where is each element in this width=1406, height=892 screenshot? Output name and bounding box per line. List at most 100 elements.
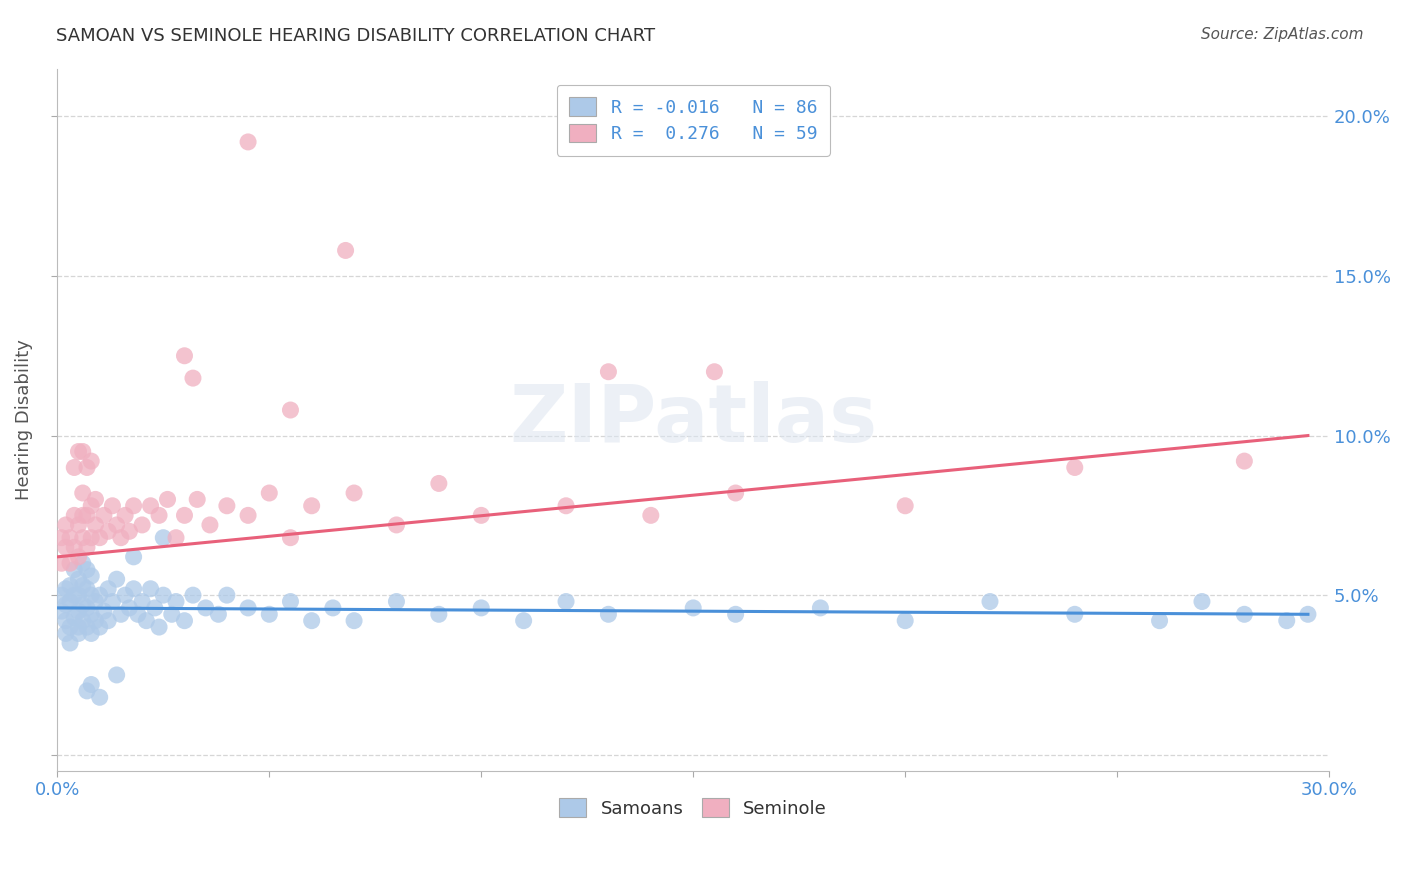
Point <box>72 578 94 592</box>
Point <box>1233 454 1256 468</box>
Point <box>127 607 149 622</box>
Point <box>114 508 136 523</box>
Point <box>59 636 82 650</box>
Point <box>143 601 166 615</box>
Point <box>122 582 145 596</box>
Point <box>84 492 107 507</box>
Point <box>1233 607 1256 622</box>
Point <box>979 594 1001 608</box>
Text: ZIPatlas: ZIPatlas <box>509 381 877 458</box>
Point <box>343 614 366 628</box>
Point <box>76 508 98 523</box>
Point <box>139 499 162 513</box>
Point <box>470 601 492 615</box>
Point <box>55 598 77 612</box>
Point <box>470 508 492 523</box>
Point <box>194 601 217 615</box>
Text: SAMOAN VS SEMINOLE HEARING DISABILITY CORRELATION CHART: SAMOAN VS SEMINOLE HEARING DISABILITY CO… <box>56 27 655 45</box>
Point <box>63 541 86 555</box>
Point <box>105 572 128 586</box>
Point <box>1296 607 1319 622</box>
Point <box>894 614 917 628</box>
Point <box>215 499 238 513</box>
Point <box>93 604 115 618</box>
Point <box>76 563 98 577</box>
Point <box>555 594 578 608</box>
Point <box>724 486 747 500</box>
Point <box>152 531 174 545</box>
Point <box>55 541 77 555</box>
Point <box>110 531 132 545</box>
Point <box>335 244 357 258</box>
Point <box>63 508 86 523</box>
Point <box>1191 594 1213 608</box>
Point <box>894 499 917 513</box>
Point <box>80 626 103 640</box>
Point <box>236 601 259 615</box>
Point <box>301 499 323 513</box>
Point <box>280 594 302 608</box>
Point <box>122 549 145 564</box>
Point <box>76 582 98 596</box>
Point <box>640 508 662 523</box>
Point <box>105 668 128 682</box>
Point <box>427 476 450 491</box>
Point <box>72 614 94 628</box>
Point <box>118 601 141 615</box>
Point <box>512 614 534 628</box>
Point <box>84 517 107 532</box>
Point <box>76 541 98 555</box>
Point <box>322 601 344 615</box>
Point <box>72 444 94 458</box>
Point <box>97 614 120 628</box>
Point <box>301 614 323 628</box>
Point <box>165 531 187 545</box>
Point <box>72 556 94 570</box>
Point <box>80 531 103 545</box>
Point <box>84 594 107 608</box>
Point <box>236 508 259 523</box>
Point <box>181 371 204 385</box>
Point <box>598 365 620 379</box>
Point <box>67 549 90 564</box>
Point <box>156 492 179 507</box>
Point <box>236 135 259 149</box>
Point <box>51 604 73 618</box>
Point <box>72 508 94 523</box>
Point <box>555 499 578 513</box>
Point <box>80 588 103 602</box>
Point <box>76 684 98 698</box>
Point <box>148 620 170 634</box>
Point <box>724 607 747 622</box>
Point <box>67 604 90 618</box>
Point <box>55 582 77 596</box>
Point <box>110 607 132 622</box>
Point <box>89 690 111 705</box>
Point <box>67 444 90 458</box>
Point <box>59 556 82 570</box>
Point <box>67 588 90 602</box>
Point <box>63 588 86 602</box>
Point <box>63 610 86 624</box>
Point <box>67 620 90 634</box>
Point <box>55 517 77 532</box>
Point <box>385 517 408 532</box>
Point <box>160 607 183 622</box>
Point <box>598 607 620 622</box>
Point <box>122 499 145 513</box>
Point <box>105 517 128 532</box>
Point <box>1275 614 1298 628</box>
Legend: Samoans, Seminole: Samoans, Seminole <box>553 791 834 825</box>
Point <box>173 508 195 523</box>
Point <box>93 508 115 523</box>
Point <box>135 614 157 628</box>
Point <box>1063 607 1085 622</box>
Point <box>181 588 204 602</box>
Point <box>84 614 107 628</box>
Point <box>385 594 408 608</box>
Point <box>101 499 124 513</box>
Point <box>1149 614 1171 628</box>
Point <box>343 486 366 500</box>
Point <box>80 607 103 622</box>
Point <box>703 365 725 379</box>
